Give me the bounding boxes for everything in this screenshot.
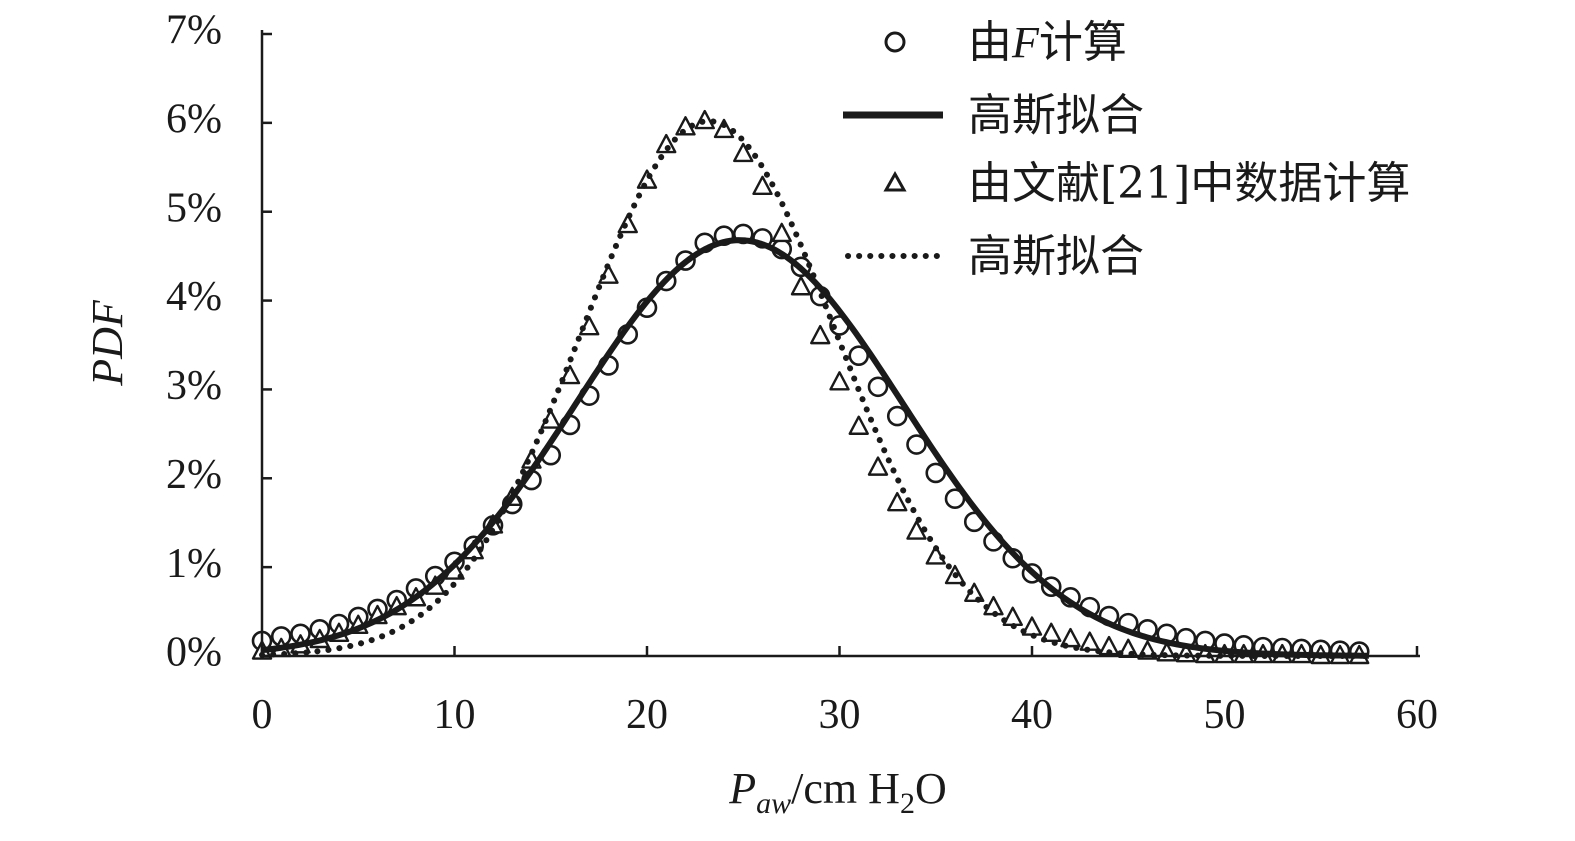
- y-axis-label: PDF: [83, 299, 132, 387]
- triangle-data-point: [829, 371, 850, 391]
- triangle-data-point: [810, 324, 831, 345]
- triangle-data-point: [887, 491, 908, 512]
- legend-label-3: 由文献[21]中数据计算: [968, 158, 1410, 209]
- y-ticks: 0% 1% 2% 3% 4% 5% 6% 7%: [166, 8, 272, 676]
- circle-data-point: [906, 434, 927, 455]
- x-tick-label: 0: [252, 692, 273, 738]
- triangle-data-point: [906, 520, 927, 540]
- triangle-data-point: [752, 175, 773, 196]
- y-tick-label: 5%: [166, 185, 222, 231]
- circle-data-point: [886, 405, 908, 427]
- triangle-data-point: [656, 133, 677, 154]
- circle-data-point: [925, 462, 947, 484]
- legend-item-circle: 由F计算: [884, 17, 1127, 68]
- y-tick-label: 2%: [166, 452, 222, 498]
- x-tick-label: 60: [1396, 692, 1438, 738]
- triangle-data-point: [848, 415, 869, 435]
- triangle-data-point: [713, 118, 735, 139]
- y-tick-label: 0%: [166, 630, 222, 676]
- legend: 由F计算 高斯拟合 由文献[21]中数据计算 高斯拟合: [843, 17, 1410, 282]
- y-tick-label: 7%: [166, 8, 222, 54]
- triangle-data-point: [1079, 631, 1100, 651]
- x-tick-label: 20: [626, 692, 668, 738]
- legend-item-triangle: 由文献[21]中数据计算: [883, 158, 1410, 209]
- x-tick-label: 10: [434, 692, 476, 738]
- x-axis-label: Paw/cm H2O: [728, 764, 946, 820]
- circle-data-point: [867, 376, 889, 398]
- legend-label-2: 高斯拟合: [968, 90, 1144, 141]
- triangle-data-point: [559, 364, 581, 385]
- y-tick-label: 6%: [166, 96, 222, 142]
- legend-label-4: 高斯拟合: [968, 231, 1144, 282]
- legend-item-solid-line: 高斯拟合: [843, 90, 1144, 141]
- legend-item-dotted-line: 高斯拟合: [845, 231, 1144, 282]
- y-tick-label: 3%: [166, 363, 222, 409]
- triangle-data-point: [790, 276, 812, 296]
- y-tick-label: 1%: [166, 541, 222, 587]
- legend-circle-marker: [884, 31, 906, 53]
- legend-triangle-marker: [883, 170, 907, 192]
- x-tick-label: 50: [1204, 692, 1246, 738]
- triangle-data-point: [733, 142, 754, 163]
- x-tick-label: 30: [819, 692, 861, 738]
- axes: 0% 1% 2% 3% 4% 5% 6% 7% 0 10 20 30 40 50 60: [166, 8, 1438, 738]
- triangle-data-point: [771, 222, 792, 243]
- triangle-data-point: [1041, 622, 1062, 642]
- triangle-data-point: [1060, 627, 1081, 648]
- x-tick-label: 40: [1011, 692, 1053, 738]
- x-ticks: 0 10 20 30 40 50 60: [252, 646, 1438, 738]
- circle-data-point: [848, 345, 870, 366]
- gaussian-fit-solid-line: [261, 237, 1369, 659]
- triangle-data-point: [867, 456, 889, 476]
- y-tick-label: 4%: [166, 274, 222, 320]
- legend-label-1: 由F计算: [968, 17, 1127, 68]
